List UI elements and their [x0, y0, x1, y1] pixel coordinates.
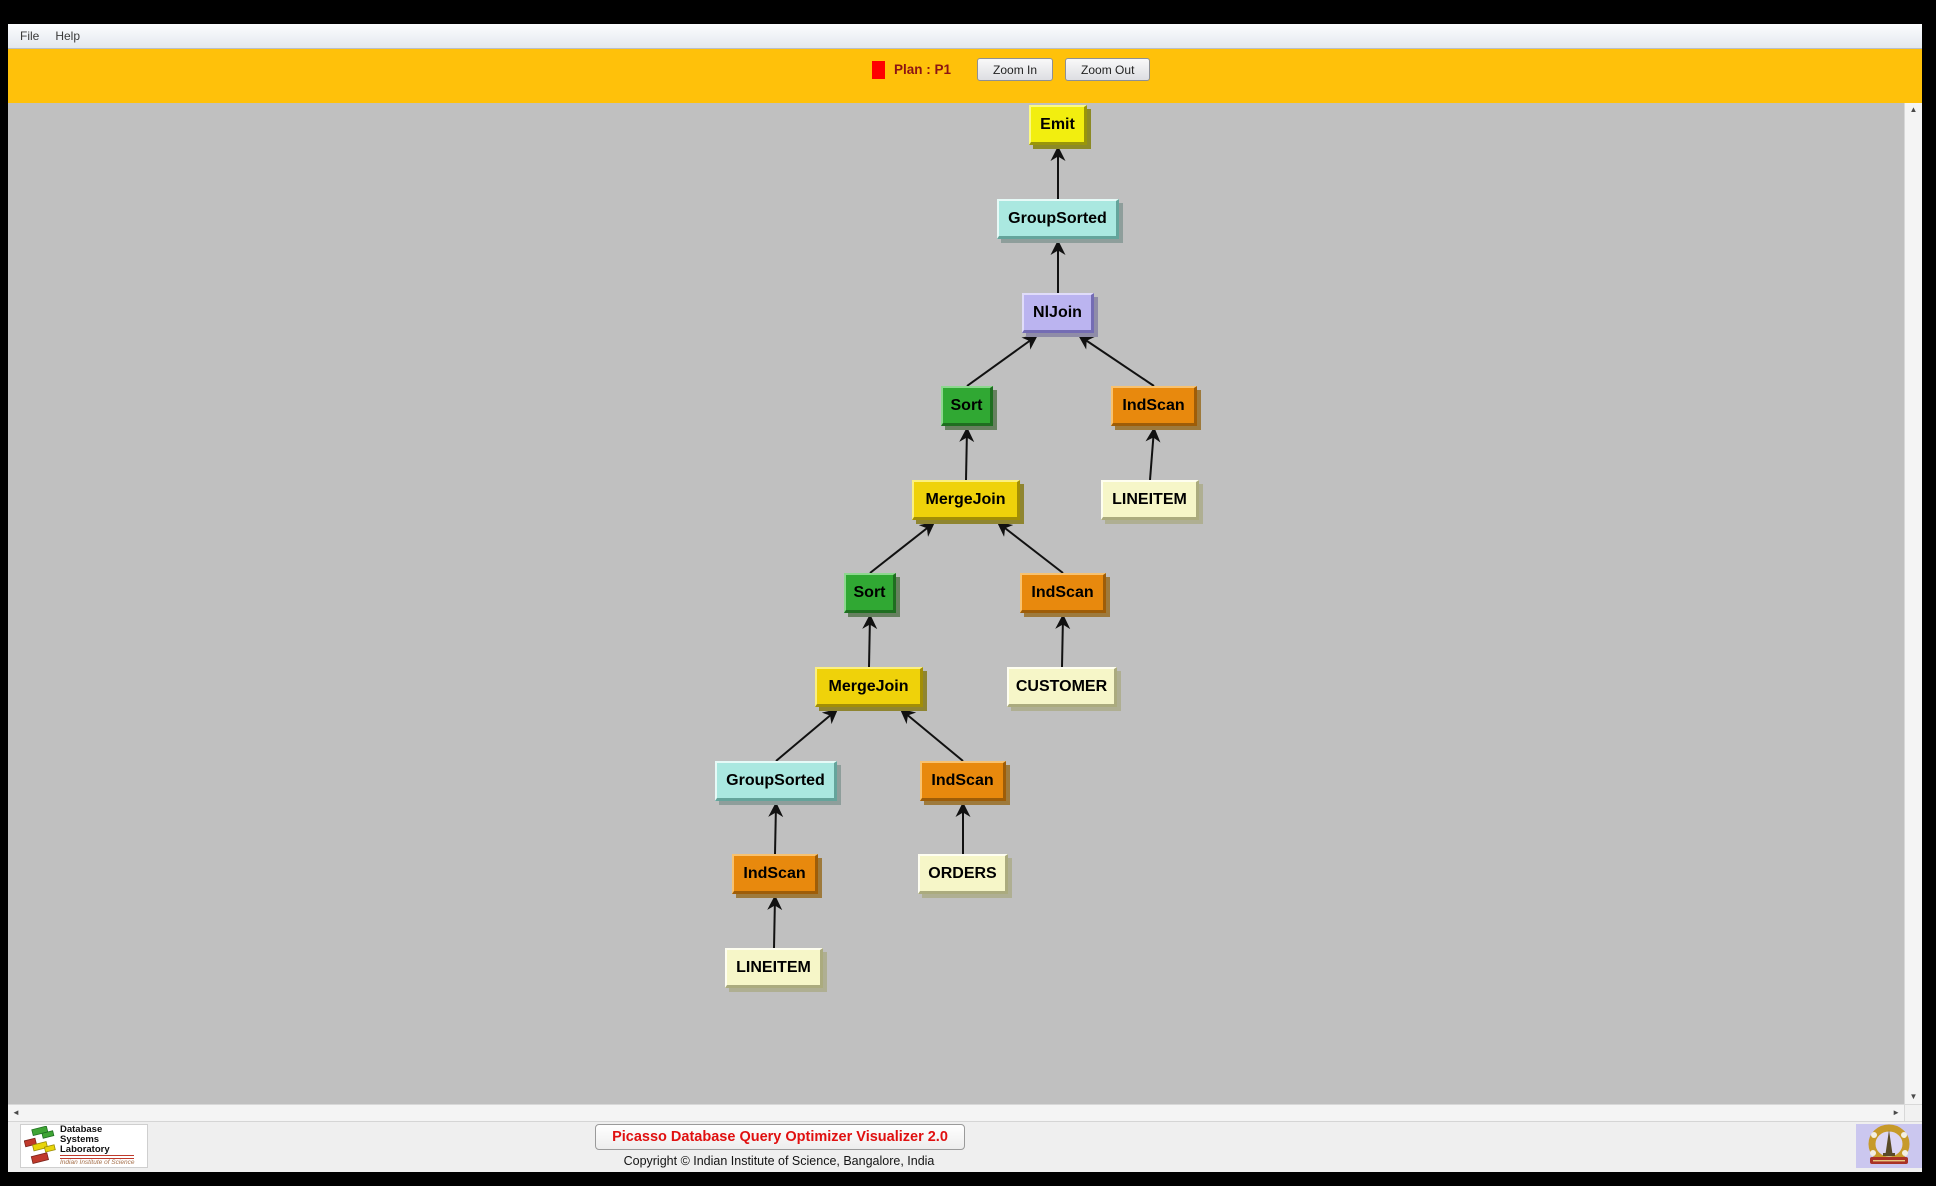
- plan-node-sort1[interactable]: Sort: [941, 386, 993, 426]
- plan-edge-indscan3-to-mergejoin2: [899, 708, 964, 762]
- vertical-scrollbar[interactable]: ▲ ▼: [1904, 103, 1922, 1104]
- plan-label: Plan : P1: [894, 62, 952, 77]
- menu-help[interactable]: Help: [55, 29, 81, 43]
- plan-edge-sort1-to-nljoin: [966, 334, 1039, 387]
- zoom-out-button[interactable]: Zoom Out: [1065, 58, 1151, 81]
- plan-node-orders[interactable]: ORDERS: [918, 854, 1008, 894]
- scrollbar-corner: [1904, 1104, 1922, 1121]
- plan-node-gsorted2[interactable]: GroupSorted: [715, 761, 837, 801]
- dsl-line2: Systems: [60, 1133, 100, 1145]
- app-window: File Help Plan : P1 Zoom In Zoom Out: [8, 24, 1922, 1172]
- canvas-area: Emit GroupSorted NlJoin Sort IndScan MergeJoi…: [8, 103, 1922, 1121]
- horizontal-scrollbar[interactable]: ◄ ►: [8, 1104, 1904, 1121]
- plan-node-nljoin[interactable]: NlJoin: [1022, 293, 1094, 333]
- plan-node-lineitem2[interactable]: LINEITEM: [725, 948, 823, 988]
- plan-node-sort2[interactable]: Sort: [844, 573, 896, 613]
- plan-node-mergejoin2[interactable]: MergeJoin: [815, 667, 923, 707]
- plan-edge-gsorted2-to-mergejoin2: [775, 708, 839, 762]
- toolbar-plan-group: Plan : P1 Zoom In Zoom Out: [872, 58, 1151, 81]
- plan-node-lineitem1[interactable]: LINEITEM: [1101, 480, 1199, 520]
- toolbar: Plan : P1 Zoom In Zoom Out: [8, 49, 1922, 103]
- dsl-line1: Database: [60, 1124, 103, 1136]
- iisc-emblem-icon: [1856, 1124, 1922, 1168]
- plan-node-indscan3[interactable]: IndScan: [920, 761, 1006, 801]
- footer: Database Systems Laboratory Indian Insti…: [8, 1121, 1922, 1172]
- plan-color-swatch-icon: [872, 60, 885, 79]
- plan-node-customer[interactable]: CUSTOMER: [1007, 667, 1117, 707]
- plan-node-indscan2[interactable]: IndScan: [1020, 573, 1106, 613]
- plan-edge-mergejoin2-to-sort2: [862, 614, 878, 668]
- dsl-logo-text: Database Systems Laboratory Indian Insti…: [60, 1124, 135, 1167]
- dsl-logo-icon: [24, 1126, 56, 1164]
- plan-edge-lineitem1-to-indscan1: [1145, 427, 1161, 481]
- plan-node-indscan1[interactable]: IndScan: [1111, 386, 1197, 426]
- plan-canvas: Emit GroupSorted NlJoin Sort IndScan MergeJoi…: [8, 103, 1904, 1104]
- plan-edge-indscan1-to-nljoin: [1077, 334, 1155, 387]
- dsl-subtitle: Indian Institute of Science: [60, 1159, 135, 1167]
- plan-node-emit[interactable]: Emit: [1029, 105, 1087, 145]
- plan-edge-indscan2-to-mergejoin1: [996, 521, 1064, 574]
- scroll-down-icon[interactable]: ▼: [1909, 1092, 1918, 1101]
- dsl-divider: [60, 1155, 135, 1160]
- menu-file[interactable]: File: [20, 29, 40, 43]
- dsl-logo: Database Systems Laboratory Indian Insti…: [20, 1124, 148, 1168]
- plan-edge-lineitem2-to-indscan4: [767, 895, 783, 949]
- plan-node-mergejoin1[interactable]: MergeJoin: [912, 480, 1020, 520]
- plan-edge-indscan4-to-gsorted2: [768, 802, 784, 855]
- menu-bar: File Help: [8, 24, 1922, 49]
- plan-edge-customer-to-indscan2: [1055, 614, 1071, 668]
- dsl-line3: Laboratory: [60, 1143, 110, 1155]
- app-title: Picasso Database Query Optimizer Visuali…: [595, 1124, 965, 1150]
- copyright-text: Copyright © Indian Institute of Science,…: [623, 1154, 935, 1168]
- plan-edges: [767, 146, 1161, 949]
- plan-edge-sort2-to-mergejoin1: [869, 521, 936, 574]
- scroll-left-icon[interactable]: ◄: [12, 1108, 20, 1117]
- plan-node-indscan4[interactable]: IndScan: [732, 854, 818, 894]
- zoom-in-button[interactable]: Zoom In: [977, 58, 1054, 81]
- iisc-logo: [1856, 1124, 1922, 1168]
- plan-edge-mergejoin1-to-sort1: [959, 427, 975, 481]
- plan-node-gsorted1[interactable]: GroupSorted: [997, 199, 1119, 239]
- scroll-right-icon[interactable]: ►: [1892, 1108, 1900, 1117]
- scroll-up-icon[interactable]: ▲: [1909, 105, 1918, 114]
